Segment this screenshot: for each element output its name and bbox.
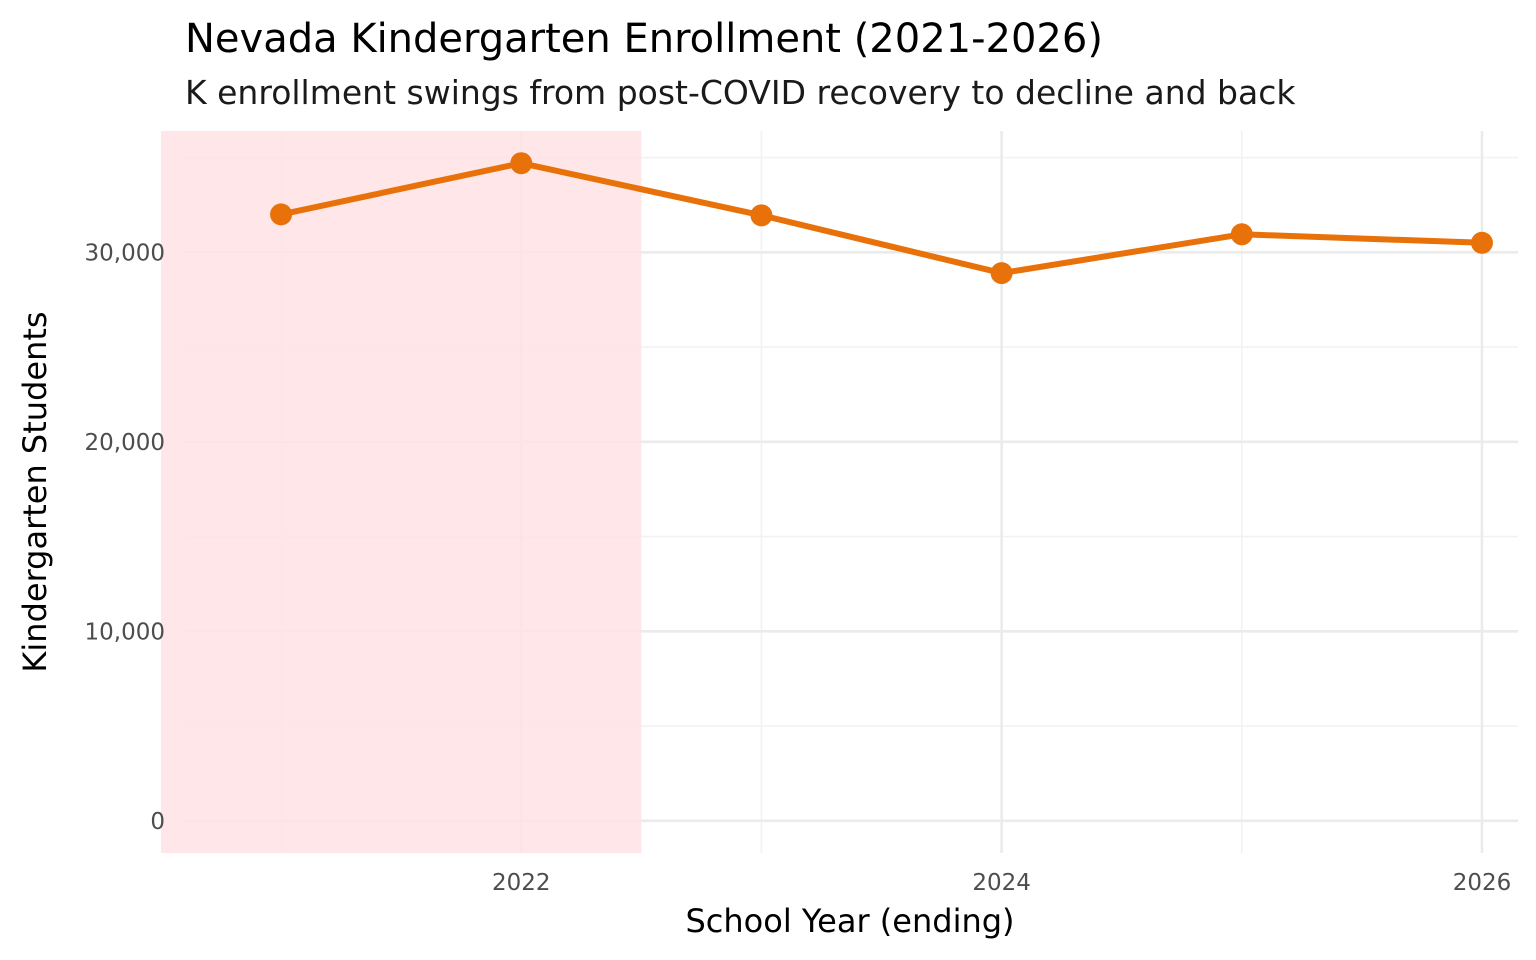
x-axis-title: School Year (ending) — [685, 902, 1014, 940]
data-point — [1470, 231, 1493, 254]
data-point — [270, 203, 293, 226]
highlight-band — [160, 131, 642, 853]
y-tick-label: 20,000 — [85, 430, 165, 456]
x-tick-label: 2022 — [492, 870, 551, 896]
data-point — [750, 204, 773, 227]
y-tick-label: 30,000 — [85, 240, 165, 266]
data-point — [990, 262, 1013, 285]
y-tick-label: 10,000 — [85, 619, 165, 645]
x-tick-label: 2024 — [972, 870, 1031, 896]
chart-subtitle: K enrollment swings from post-COVID reco… — [185, 73, 1296, 112]
x-tick-label: 2026 — [1453, 870, 1512, 896]
y-tick-label: 0 — [150, 809, 165, 835]
chart-title: Nevada Kindergarten Enrollment (2021-202… — [185, 16, 1103, 62]
data-point — [510, 152, 533, 175]
series-line — [278, 160, 1485, 277]
plot-panel: 0 10,000 20,000 30,000 2022 2024 2026 — [85, 131, 1518, 896]
y-axis-title: Kindergarten Students — [16, 311, 54, 672]
data-point — [1230, 223, 1253, 246]
